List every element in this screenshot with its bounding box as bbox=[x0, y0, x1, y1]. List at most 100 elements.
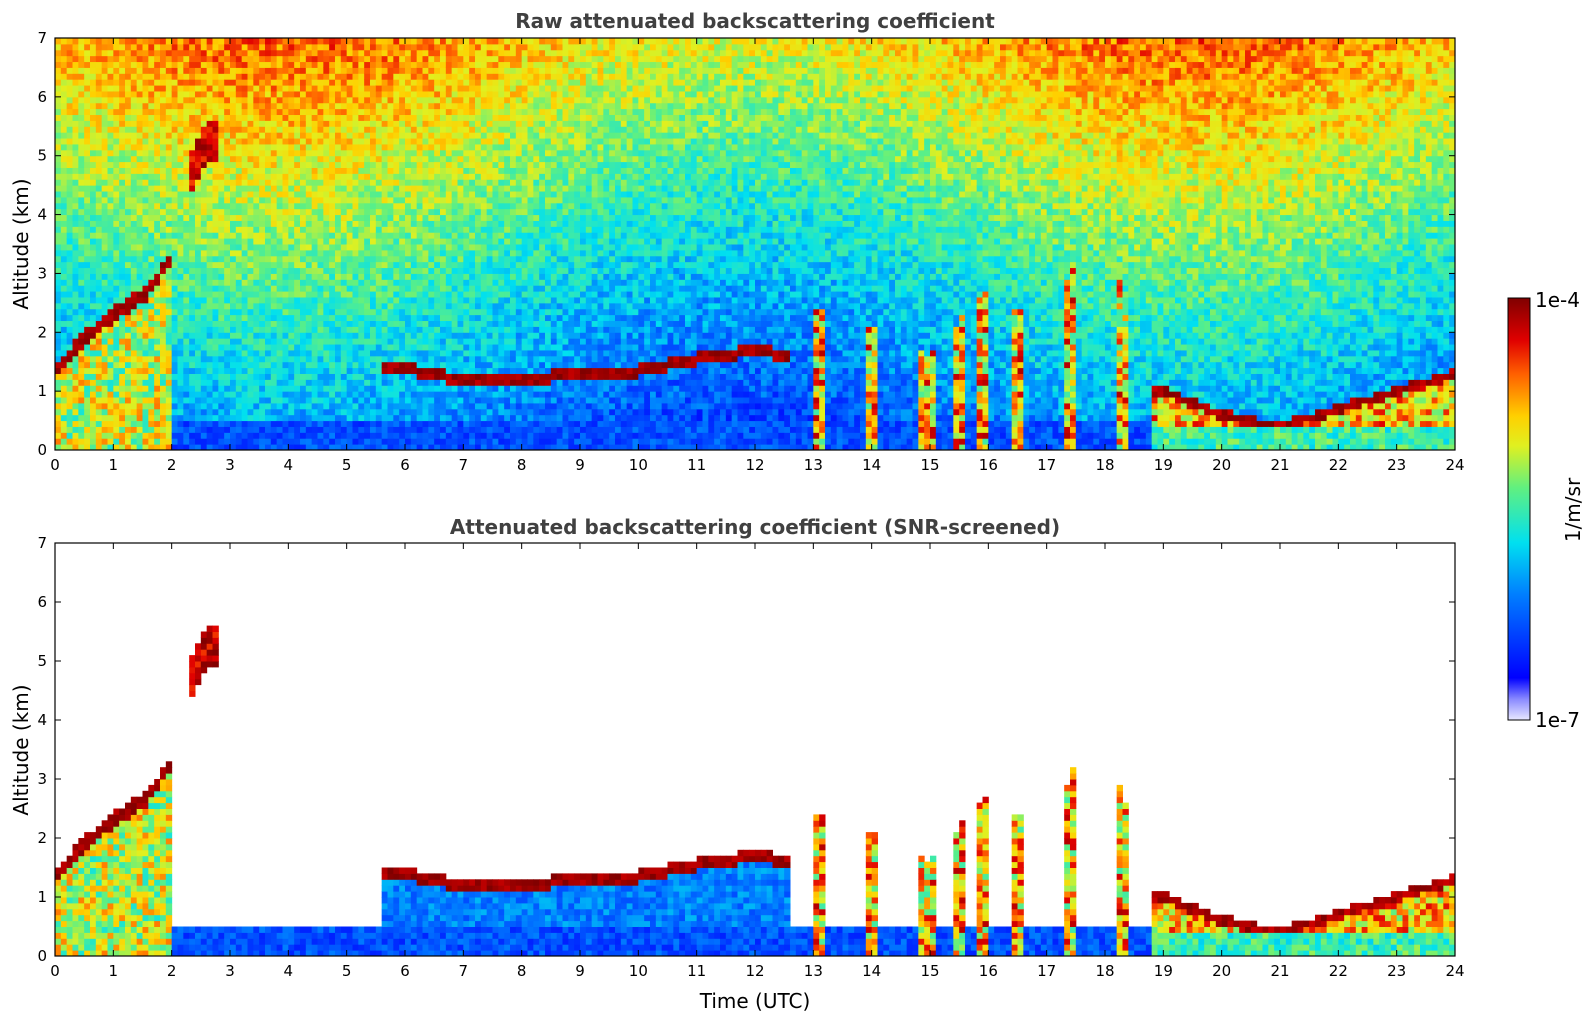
heatmap-cell bbox=[434, 261, 441, 269]
heatmap-cell bbox=[265, 138, 272, 145]
heatmap-cell bbox=[311, 391, 318, 398]
heatmap-cell bbox=[276, 261, 283, 269]
heatmap-cell bbox=[381, 185, 388, 192]
heatmap-cell bbox=[72, 138, 79, 145]
heatmap-cell bbox=[224, 332, 231, 339]
heatmap-cell bbox=[387, 320, 394, 327]
heatmap-cell bbox=[60, 373, 68, 380]
heatmap-cell bbox=[84, 338, 91, 345]
heatmap-cell bbox=[265, 249, 272, 257]
heatmap-cell bbox=[434, 214, 441, 221]
heatmap-cell bbox=[323, 61, 330, 68]
heatmap-cell bbox=[148, 79, 155, 86]
heatmap-cell bbox=[200, 267, 208, 274]
heatmap-cell bbox=[335, 79, 342, 86]
heatmap-cell bbox=[78, 155, 85, 163]
heatmap-cell bbox=[358, 185, 365, 192]
heatmap-cell bbox=[241, 155, 248, 163]
heatmap-cell bbox=[189, 61, 196, 68]
heatmap-cell bbox=[253, 85, 260, 92]
heatmap-cell bbox=[259, 185, 266, 192]
heatmap-cell bbox=[340, 208, 348, 216]
heatmap-cell bbox=[434, 344, 441, 351]
heatmap-cell bbox=[469, 296, 476, 304]
heatmap-cell bbox=[101, 43, 108, 51]
heatmap-cell bbox=[422, 220, 429, 227]
heatmap-cell bbox=[317, 85, 324, 92]
heatmap-cell bbox=[440, 355, 447, 363]
heatmap-cell bbox=[410, 361, 418, 369]
heatmap-cell bbox=[276, 426, 283, 433]
heatmap-cell bbox=[195, 379, 202, 386]
heatmap-cell bbox=[84, 138, 91, 145]
heatmap-cell bbox=[352, 96, 359, 104]
heatmap-cell bbox=[370, 226, 377, 233]
heatmap-cell bbox=[107, 179, 114, 186]
heatmap-cell bbox=[358, 332, 365, 339]
heatmap-cell bbox=[230, 173, 237, 180]
heatmap-cell bbox=[90, 379, 97, 386]
heatmap-cell bbox=[393, 114, 400, 121]
heatmap-cell bbox=[352, 185, 359, 192]
heatmap-cell bbox=[405, 67, 412, 74]
heatmap-cell bbox=[107, 244, 114, 251]
heatmap-cell bbox=[387, 43, 394, 51]
heatmap-cell bbox=[428, 155, 435, 163]
heatmap-cell bbox=[305, 226, 313, 233]
heatmap-cell bbox=[218, 285, 225, 292]
heatmap-cell bbox=[422, 355, 429, 363]
heatmap-cell bbox=[247, 85, 254, 92]
heatmap-cell bbox=[130, 73, 138, 80]
heatmap-cell bbox=[212, 161, 219, 168]
heatmap-cell bbox=[171, 138, 178, 145]
heatmap-cell bbox=[457, 285, 464, 292]
heatmap-cell bbox=[189, 391, 196, 398]
heatmap-cell bbox=[253, 296, 260, 304]
heatmap-cell bbox=[206, 244, 213, 251]
heatmap-cell bbox=[329, 132, 336, 139]
heatmap-cell bbox=[434, 426, 441, 433]
heatmap-cell bbox=[428, 402, 435, 410]
heatmap-cell bbox=[259, 426, 266, 433]
heatmap-cell bbox=[434, 391, 441, 398]
heatmap-cell bbox=[428, 326, 435, 333]
heatmap-cell bbox=[60, 232, 68, 239]
heatmap-cell bbox=[440, 61, 447, 68]
heatmap-cell bbox=[375, 438, 383, 445]
heatmap-cell bbox=[282, 344, 289, 351]
heatmap-cell bbox=[84, 85, 91, 92]
heatmap-cell bbox=[434, 326, 441, 333]
heatmap-cell bbox=[130, 438, 138, 445]
heatmap-cell bbox=[387, 296, 394, 304]
heatmap-cell bbox=[300, 426, 307, 433]
heatmap-cell bbox=[235, 296, 243, 304]
heatmap-cell bbox=[428, 167, 435, 174]
heatmap-cell bbox=[428, 444, 435, 450]
heatmap-cell bbox=[393, 90, 400, 98]
heatmap-cell bbox=[142, 261, 149, 269]
heatmap-cell bbox=[136, 332, 143, 339]
heatmap-cell bbox=[72, 155, 79, 163]
heatmap-cell bbox=[165, 414, 173, 422]
heatmap-cell bbox=[78, 302, 85, 310]
heatmap-cell bbox=[107, 273, 114, 280]
heatmap-cell bbox=[329, 402, 336, 410]
heatmap-cell bbox=[72, 61, 79, 68]
heatmap-cell bbox=[200, 420, 208, 427]
heatmap-cell bbox=[224, 196, 231, 204]
heatmap-cell bbox=[230, 108, 237, 116]
heatmap-cell bbox=[183, 255, 190, 263]
heatmap-cell bbox=[90, 426, 97, 433]
heatmap-cell bbox=[165, 367, 173, 374]
heatmap-cell bbox=[265, 173, 272, 180]
heatmap-cell bbox=[457, 373, 464, 380]
heatmap-cell bbox=[160, 202, 167, 210]
heatmap-cell bbox=[72, 267, 79, 274]
heatmap-cell bbox=[428, 67, 435, 74]
heatmap-cell bbox=[294, 43, 301, 51]
heatmap-cell bbox=[311, 67, 318, 74]
heatmap-cell bbox=[375, 402, 383, 410]
heatmap-cell bbox=[90, 185, 97, 192]
heatmap-cell bbox=[218, 161, 225, 168]
heatmap-cell bbox=[276, 138, 283, 145]
